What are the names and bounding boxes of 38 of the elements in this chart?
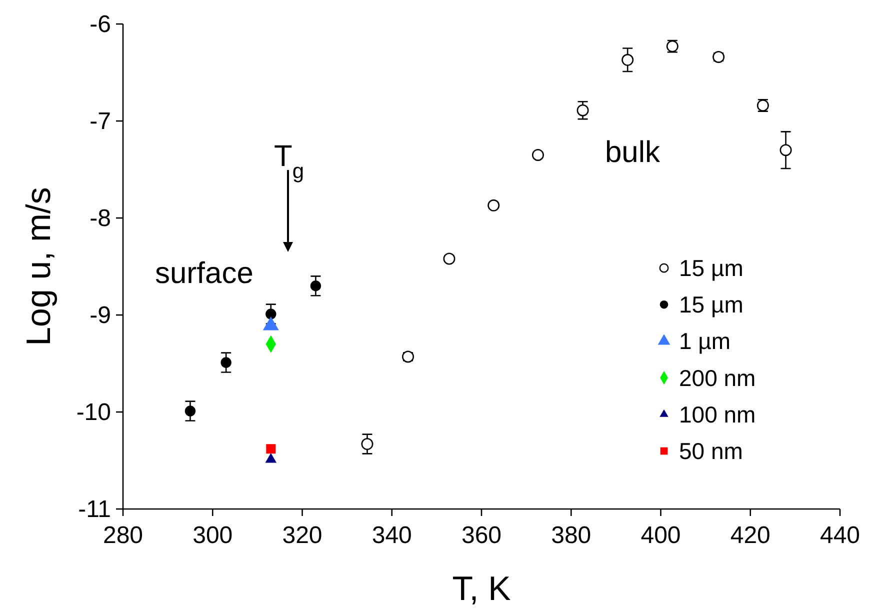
- x-tick-label: 300: [192, 522, 233, 549]
- y-tick-label: -6: [90, 11, 111, 38]
- y-tick-label: -7: [90, 108, 111, 135]
- point: [220, 357, 232, 368]
- y-tick-label: -11: [78, 496, 111, 523]
- point: [266, 308, 276, 320]
- point: [361, 438, 374, 450]
- annotation: surface: [155, 257, 254, 290]
- legend-label: 15 µm: [679, 292, 744, 318]
- point: [443, 252, 456, 265]
- x-tick-label: 420: [730, 522, 770, 549]
- annotation: bulk: [605, 136, 662, 169]
- point: [780, 144, 792, 156]
- annotation: T$_{g}$: [274, 140, 304, 182]
- point: [576, 104, 589, 116]
- point: [488, 199, 500, 212]
- point: [532, 148, 544, 161]
- legend-label: 50 nm: [679, 438, 743, 464]
- legend-label: 100 nm: [679, 401, 756, 428]
- y-axis-title: Log u, m/s: [20, 187, 58, 346]
- point: [310, 280, 322, 292]
- x-tick-label: 440: [820, 522, 860, 549]
- point: [266, 444, 276, 454]
- x-tick-label: 280: [102, 522, 144, 549]
- point: [184, 406, 196, 416]
- x-tick-label: 340: [372, 522, 412, 549]
- y-tick-label: -10: [76, 399, 111, 426]
- x-tick-label: 320: [282, 522, 322, 549]
- x-tick-label: 400: [640, 522, 681, 549]
- y-tick-label: -9: [90, 302, 111, 329]
- y-tick-label: -8: [90, 205, 111, 232]
- x-tick-label: 360: [461, 522, 502, 549]
- x-axis-title: T, K: [452, 570, 512, 608]
- legend-label: 15 µm: [679, 255, 744, 281]
- point: [622, 54, 634, 66]
- x-tick-label: 380: [551, 522, 592, 549]
- legend-label: 1 µm: [679, 328, 731, 354]
- legend-label: 200 nm: [679, 364, 756, 391]
